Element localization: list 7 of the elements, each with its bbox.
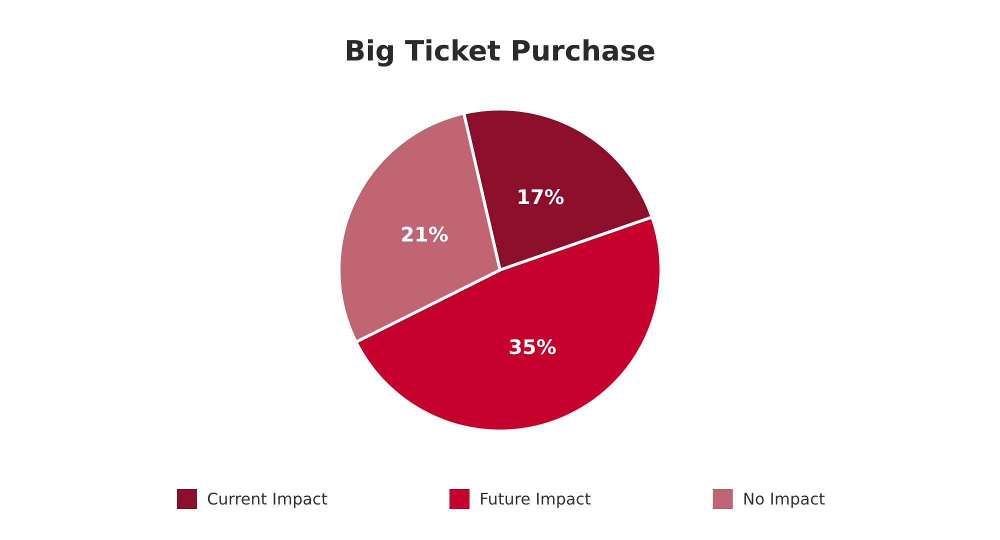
data-label: 17% bbox=[516, 184, 564, 209]
data-label: 21% bbox=[400, 222, 448, 246]
data-label: 35% bbox=[508, 334, 556, 359]
legend-label: Future Impact bbox=[479, 490, 591, 508]
legend-label: No Impact bbox=[742, 490, 826, 508]
chart-title: Big Ticket Purchase bbox=[344, 34, 656, 68]
legend-label: Current Impact bbox=[206, 490, 328, 508]
